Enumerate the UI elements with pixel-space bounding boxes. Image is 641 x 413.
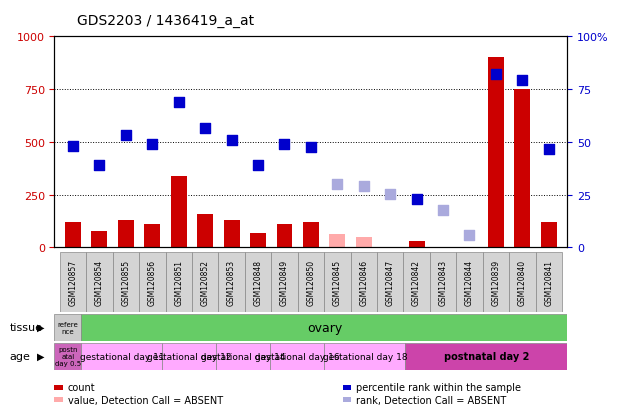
Bar bbox=[144, 225, 160, 248]
Bar bbox=[92, 231, 107, 248]
Bar bbox=[192, 252, 219, 312]
Text: postnatal day 2: postnatal day 2 bbox=[444, 351, 529, 361]
Text: GSM120857: GSM120857 bbox=[69, 259, 78, 305]
Point bbox=[200, 126, 210, 132]
Bar bbox=[81, 343, 162, 370]
Bar bbox=[60, 252, 86, 312]
Text: GSM120849: GSM120849 bbox=[280, 259, 289, 305]
Text: rank, Detection Call = ABSENT: rank, Detection Call = ABSENT bbox=[356, 395, 506, 405]
Bar bbox=[197, 214, 213, 248]
Text: GSM120841: GSM120841 bbox=[544, 259, 553, 305]
Bar bbox=[113, 252, 139, 312]
Bar bbox=[217, 343, 271, 370]
Text: GSM120855: GSM120855 bbox=[121, 259, 130, 305]
Bar bbox=[303, 223, 319, 248]
Text: age: age bbox=[10, 351, 31, 361]
Text: value, Detection Call = ABSENT: value, Detection Call = ABSENT bbox=[68, 395, 223, 405]
Bar bbox=[356, 237, 372, 248]
Bar bbox=[297, 252, 324, 312]
Bar bbox=[54, 314, 81, 341]
Bar bbox=[483, 252, 509, 312]
Text: postn
atal
day 0.5: postn atal day 0.5 bbox=[55, 346, 81, 366]
Bar bbox=[324, 252, 351, 312]
Bar bbox=[536, 252, 562, 312]
Text: GSM120854: GSM120854 bbox=[95, 259, 104, 305]
Point bbox=[385, 191, 395, 197]
Text: gestational day 18: gestational day 18 bbox=[322, 352, 407, 361]
Point bbox=[94, 162, 104, 169]
Bar bbox=[377, 252, 403, 312]
Bar bbox=[329, 234, 345, 248]
Point bbox=[358, 183, 369, 190]
Bar bbox=[162, 343, 217, 370]
Bar bbox=[541, 223, 557, 248]
Text: gestational day 16: gestational day 16 bbox=[255, 352, 340, 361]
Bar bbox=[405, 343, 567, 370]
Point bbox=[517, 77, 528, 84]
Text: GSM120847: GSM120847 bbox=[386, 259, 395, 305]
Bar bbox=[165, 252, 192, 312]
Text: percentile rank within the sample: percentile rank within the sample bbox=[356, 382, 521, 392]
Bar bbox=[139, 252, 165, 312]
Point bbox=[412, 196, 422, 203]
Text: ▶: ▶ bbox=[37, 351, 45, 361]
Text: GSM120856: GSM120856 bbox=[148, 259, 157, 305]
Bar bbox=[488, 58, 504, 248]
Text: GSM120850: GSM120850 bbox=[306, 259, 315, 305]
Bar bbox=[271, 252, 297, 312]
Bar bbox=[224, 221, 240, 248]
Bar bbox=[276, 225, 292, 248]
Text: GSM120852: GSM120852 bbox=[201, 259, 210, 305]
Bar bbox=[409, 242, 424, 248]
Point bbox=[121, 133, 131, 140]
Bar bbox=[351, 252, 377, 312]
Point bbox=[253, 162, 263, 169]
Text: tissue: tissue bbox=[10, 322, 42, 332]
Point bbox=[147, 141, 158, 148]
Text: GSM120851: GSM120851 bbox=[174, 259, 183, 305]
Text: GSM120848: GSM120848 bbox=[254, 259, 263, 305]
Text: GDS2203 / 1436419_a_at: GDS2203 / 1436419_a_at bbox=[77, 14, 254, 28]
Text: GSM120844: GSM120844 bbox=[465, 259, 474, 305]
Bar bbox=[219, 252, 245, 312]
Bar bbox=[324, 343, 405, 370]
Point bbox=[332, 181, 342, 188]
Bar bbox=[271, 343, 324, 370]
Text: GSM120840: GSM120840 bbox=[518, 259, 527, 305]
Bar bbox=[86, 252, 113, 312]
Point bbox=[544, 147, 554, 153]
Bar bbox=[515, 90, 530, 248]
Text: GSM120853: GSM120853 bbox=[227, 259, 236, 305]
Text: ▶: ▶ bbox=[37, 322, 45, 332]
Point bbox=[174, 99, 184, 106]
Bar bbox=[430, 252, 456, 312]
Text: GSM120845: GSM120845 bbox=[333, 259, 342, 305]
Text: GSM120843: GSM120843 bbox=[438, 259, 447, 305]
Point bbox=[464, 232, 474, 238]
Text: count: count bbox=[68, 382, 96, 392]
Point bbox=[226, 137, 237, 144]
Point bbox=[491, 72, 501, 78]
Text: GSM120839: GSM120839 bbox=[492, 259, 501, 305]
Text: gestational day 11: gestational day 11 bbox=[79, 352, 164, 361]
Text: GSM120846: GSM120846 bbox=[359, 259, 368, 305]
Point bbox=[279, 141, 290, 148]
Bar bbox=[456, 252, 483, 312]
Bar bbox=[54, 343, 81, 370]
Bar bbox=[65, 223, 81, 248]
Point bbox=[306, 145, 316, 151]
Text: gestational day 12: gestational day 12 bbox=[147, 352, 231, 361]
Point bbox=[438, 208, 448, 214]
Bar bbox=[171, 176, 187, 248]
Text: gestational day 14: gestational day 14 bbox=[201, 352, 286, 361]
Bar bbox=[509, 252, 536, 312]
Text: GSM120842: GSM120842 bbox=[412, 259, 421, 305]
Bar bbox=[245, 252, 271, 312]
Text: refere
nce: refere nce bbox=[58, 321, 78, 334]
Bar bbox=[118, 221, 134, 248]
Point bbox=[68, 143, 78, 150]
Text: ovary: ovary bbox=[307, 321, 342, 334]
Bar bbox=[250, 233, 266, 248]
Bar bbox=[403, 252, 430, 312]
